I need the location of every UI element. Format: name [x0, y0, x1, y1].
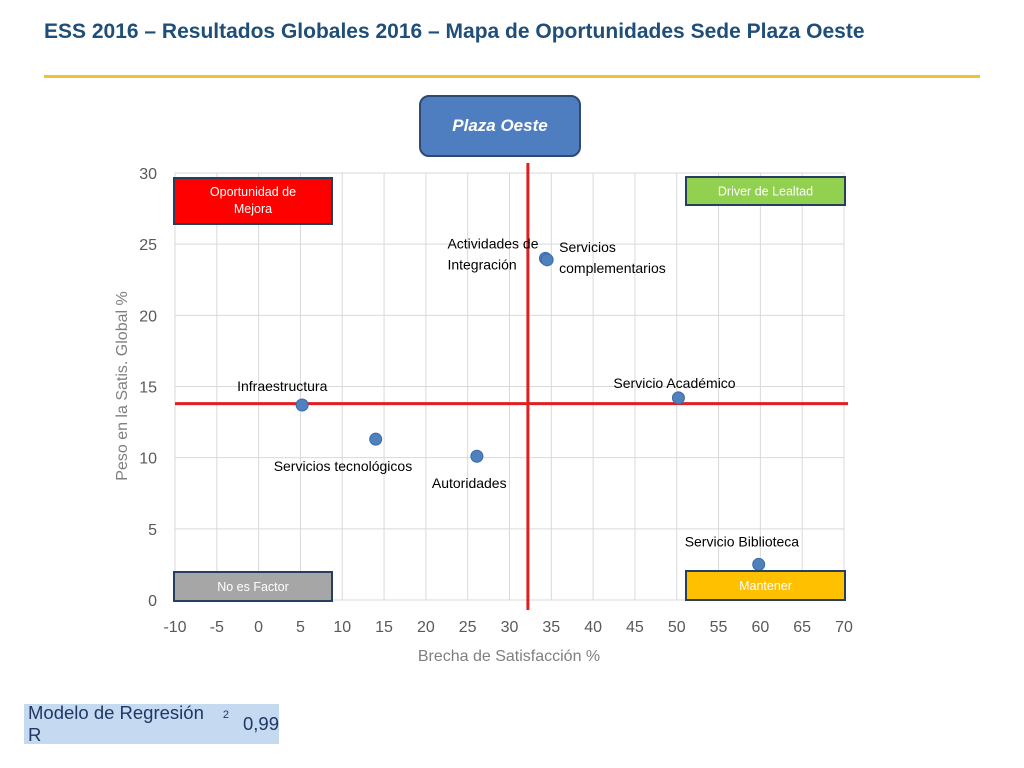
data-label: Servicio Biblioteca	[685, 533, 800, 549]
quadrant-box-bottom-left	[173, 571, 333, 602]
x-tick-label: 20	[417, 619, 435, 636]
title-divider	[44, 75, 980, 78]
quadrant-label-top-right: Driver de Lealtad	[718, 185, 813, 199]
data-label: Infraestructura	[237, 378, 327, 394]
x-tick-label: 0	[254, 619, 263, 636]
data-label: Servicios tecnológicos	[274, 458, 413, 474]
x-tick-label: 25	[459, 619, 477, 636]
y-tick-label: 30	[139, 166, 157, 183]
x-tick-label: 65	[793, 619, 811, 636]
x-tick-label: -10	[163, 619, 186, 636]
data-label: Actividades de Integración	[447, 235, 538, 272]
y-tick-label: 0	[148, 593, 157, 610]
data-point	[470, 449, 484, 463]
quadrant-label-bottom-left: No es Factor	[217, 580, 289, 594]
regression-superscript: 2	[222, 709, 229, 721]
regression-label: Modelo de Regresión R	[28, 702, 204, 745]
x-tick-label: 30	[501, 619, 519, 636]
x-tick-label: 70	[835, 619, 853, 636]
x-tick-label: 40	[584, 619, 602, 636]
x-tick-label: 35	[542, 619, 560, 636]
y-axis-title: Peso en la Satis. Global %	[114, 291, 131, 480]
site-badge: Plaza Oeste	[419, 95, 581, 157]
data-label: Servicio Académico	[613, 375, 735, 391]
y-tick-label: 20	[139, 308, 157, 325]
data-label: Servicios complementarios	[559, 239, 666, 276]
data-point	[752, 557, 766, 571]
x-tick-label: 5	[296, 619, 305, 636]
x-tick-label: 60	[751, 619, 769, 636]
data-point	[540, 253, 554, 267]
x-tick-label: 15	[375, 619, 393, 636]
y-tick-label: 15	[139, 380, 157, 397]
x-tick-label: 10	[333, 619, 351, 636]
regression-summary: Modelo de Regresión R 2 0,99	[24, 702, 279, 745]
data-point	[295, 398, 309, 412]
x-tick-label: -5	[210, 619, 224, 636]
y-tick-label: 10	[139, 451, 157, 468]
data-label: Autoridades	[432, 475, 507, 491]
x-tick-label: 45	[626, 619, 644, 636]
data-point	[369, 432, 383, 446]
x-tick-label: 55	[710, 619, 728, 636]
quadrant-label-top-left: Oportunidad de Mejora	[210, 185, 296, 216]
x-tick-label: 50	[668, 619, 686, 636]
quadrant-label-bottom-right: Mantener	[739, 579, 792, 593]
quadrant-box-top-left	[173, 177, 333, 225]
y-tick-label: 5	[148, 522, 157, 539]
quadrant-box-bottom-right	[685, 570, 846, 601]
quadrant-box-top-right	[685, 176, 846, 206]
y-tick-label: 25	[139, 237, 157, 254]
scatter-chart: -10 -5 0 5 10 15 20 25 30 35 40 45 50 55 60 65 70 0 5 10 15 2…	[114, 163, 853, 665]
x-axis-title: Brecha de Satisfacción %	[418, 648, 600, 665]
regression-value: 0,99	[242, 713, 279, 734]
slide-title: ESS 2016 – Resultados Globales 2016 – Ma…	[44, 20, 865, 43]
data-point	[671, 391, 685, 405]
